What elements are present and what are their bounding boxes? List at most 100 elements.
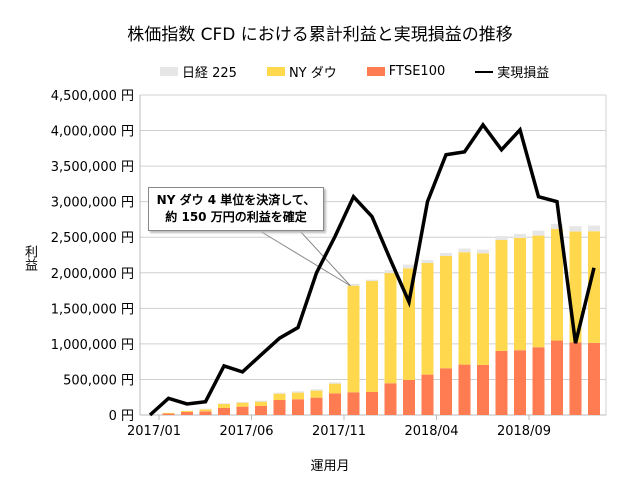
bar-日経-225: [477, 249, 489, 254]
y-tick-label: 3,500,000 円: [51, 160, 134, 175]
annotation-pointer: [258, 230, 351, 287]
y-axis-label: 利益: [22, 245, 37, 271]
bar-日経-225: [255, 400, 267, 402]
legend-swatch: [266, 67, 285, 76]
bar-日経-225: [551, 223, 563, 229]
legend: 日経 225 NY ダウ FTSE100 実現損益: [160, 62, 549, 81]
bar-FTSE100: [199, 411, 212, 415]
legend-label: NY ダウ: [288, 66, 337, 81]
x-tick-label: 2018/09: [497, 424, 551, 439]
y-tick-label: 2,500,000 円: [51, 231, 134, 246]
y-tick-label: 3,000,000 円: [51, 196, 134, 211]
bar-FTSE100: [514, 350, 526, 415]
bar-日経-225: [236, 401, 249, 403]
bar-FTSE100: [569, 342, 582, 415]
bar-NY-ダウ: [514, 237, 526, 351]
bar-FTSE100: [421, 374, 434, 415]
y-tick-label: 1,000,000 円: [51, 338, 134, 353]
annotation-line-2: 約 150 万円の利益を確定: [165, 210, 307, 224]
bar-NY-ダウ: [236, 402, 249, 407]
y-tick-label: 1,500,000 円: [51, 302, 134, 317]
bar-FTSE100: [218, 407, 230, 415]
bar-日経-225: [588, 225, 600, 232]
bar-FTSE100: [329, 393, 341, 415]
bar-日経-225: [495, 236, 508, 240]
bar-NY-ダウ: [347, 285, 360, 393]
bar-NY-ダウ: [310, 390, 323, 398]
bar-FTSE100: [310, 397, 323, 415]
bar-FTSE100: [236, 406, 249, 415]
bar-NY-ダウ: [458, 252, 471, 365]
bar-FTSE100: [477, 364, 489, 415]
legend-label: 日経 225: [182, 66, 237, 81]
bar-FTSE100: [255, 405, 267, 415]
bar-FTSE100: [532, 347, 545, 415]
bar-NY-ダウ: [199, 409, 212, 412]
bar-日経-225: [384, 270, 397, 274]
bar-FTSE100: [551, 340, 563, 415]
bar-FTSE100: [273, 399, 286, 415]
legend-line: [475, 70, 494, 73]
legend-item-realized: 実現損益: [475, 62, 549, 81]
x-tick-label: 2018/04: [404, 424, 458, 439]
bar-FTSE100: [292, 399, 304, 415]
bar-NY-ダウ: [384, 273, 397, 384]
bar-日経-225: [329, 382, 341, 384]
bar-FTSE100: [458, 364, 471, 415]
bar-NY-ダウ: [477, 253, 489, 365]
legend-item-nikkei: 日経 225: [160, 62, 237, 81]
y-tick-label: 4,000,000 円: [51, 125, 134, 140]
bar-FTSE100: [181, 412, 193, 415]
annotation-line-1: NY ダウ 4 単位を決済して、: [156, 193, 316, 207]
bar-NY-ダウ: [255, 401, 267, 406]
bar-FTSE100: [495, 350, 508, 415]
y-tick-label: 0 円: [109, 409, 134, 424]
bar-FTSE100: [347, 392, 360, 415]
x-tick-label: 2017/11: [312, 424, 366, 439]
bar-日経-225: [366, 279, 378, 282]
bar-NY-ダウ: [366, 281, 378, 392]
legend-swatch: [160, 67, 178, 76]
bar-日経-225: [218, 403, 230, 404]
y-tick-label: 4,500,000 円: [51, 89, 134, 104]
bar-NY-ダウ: [532, 235, 545, 348]
bar-日経-225: [532, 230, 545, 236]
legend-label: FTSE100: [388, 64, 446, 79]
legend-swatch: [366, 67, 385, 76]
legend-label: 実現損益: [497, 66, 550, 81]
annotation-callout: NY ダウ 4 単位を決済して、 約 150 万円の利益を確定: [148, 187, 324, 231]
bar-FTSE100: [588, 342, 600, 415]
bar-NY-ダウ: [292, 392, 304, 400]
chart-title: 株価指数 CFD における累計利益と実現損益の推移: [127, 25, 513, 45]
bar-NY-ダウ: [495, 239, 508, 351]
bar-日経-225: [273, 392, 286, 394]
bar-NY-ダウ: [551, 228, 563, 341]
legend-item-ftse: FTSE100: [366, 64, 446, 79]
bar-NY-ダウ: [273, 393, 286, 400]
bar-FTSE100: [440, 368, 452, 415]
bar-NY-ダウ: [440, 255, 452, 369]
x-tick-label: 2017/06: [219, 424, 273, 439]
bar-NY-ダウ: [162, 412, 175, 414]
bar-NY-ダウ: [218, 403, 230, 408]
bar-日経-225: [458, 248, 471, 253]
bar-日経-225: [347, 283, 360, 286]
legend-item-nydow: NY ダウ: [266, 62, 337, 81]
bar-NY-ダウ: [588, 231, 600, 343]
bar-日経-225: [403, 264, 415, 269]
bar-日経-225: [292, 391, 304, 393]
y-tick-label: 2,000,000 円: [51, 267, 134, 282]
bar-NY-ダウ: [329, 383, 341, 394]
bar-FTSE100: [403, 379, 415, 415]
bar-日経-225: [199, 408, 212, 410]
bar-日経-225: [421, 259, 434, 263]
bar-日経-225: [440, 252, 452, 256]
bar-日経-225: [569, 226, 582, 232]
bar-FTSE100: [384, 383, 397, 415]
bar-NY-ダウ: [181, 410, 193, 413]
y-tick-label: 500,000 円: [63, 373, 134, 388]
x-tick-label: 2017/01: [127, 424, 181, 439]
bar-FTSE100: [162, 413, 175, 415]
bar-FTSE100: [366, 391, 378, 415]
